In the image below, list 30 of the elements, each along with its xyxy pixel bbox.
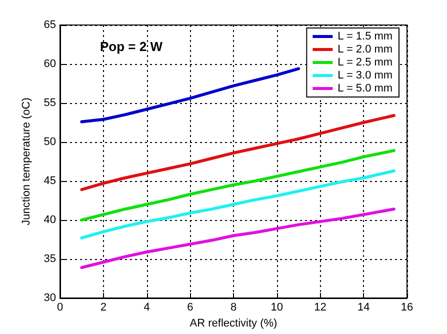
line-series	[80, 208, 396, 270]
y-tick-label: 30	[44, 292, 56, 304]
y-tick-label: 50	[44, 136, 56, 148]
line-series	[80, 169, 396, 240]
y-tick-label: 35	[44, 253, 56, 265]
x-tick-label: 14	[358, 302, 370, 314]
legend-label: L = 1.5 mm	[338, 30, 393, 42]
y-tick-label: 55	[44, 97, 56, 109]
legend-label: L = 2.0 mm	[338, 44, 393, 56]
y-tick-label: 45	[44, 175, 56, 187]
x-tick-label: 16	[400, 302, 414, 314]
line-series	[80, 149, 396, 222]
x-tick-label: 0	[56, 302, 64, 314]
y-tick-label: 60	[44, 58, 56, 70]
annotation: Pop = 2 W	[100, 39, 164, 54]
y-axis-title: Junction temperature (oC)	[20, 98, 32, 226]
x-axis-title: AR reflectivity (%)	[190, 318, 278, 330]
legend-label: L = 3.0 mm	[338, 70, 393, 82]
x-tick-label: 4	[144, 302, 150, 314]
x-tick-label: 12	[314, 302, 326, 314]
x-tick-label: 8	[230, 302, 237, 314]
x-tick-label: 2	[100, 302, 106, 314]
legend-label: L = 5.0 mm	[338, 82, 393, 94]
x-tick-label: 6	[187, 302, 194, 314]
legend-label: L = 2.5 mm	[338, 56, 393, 68]
line-series	[80, 67, 300, 124]
y-tick-label: 40	[44, 214, 56, 226]
line-series	[80, 114, 396, 192]
x-tick-label: 10	[270, 302, 283, 314]
y-tick-label: 65	[44, 19, 56, 31]
